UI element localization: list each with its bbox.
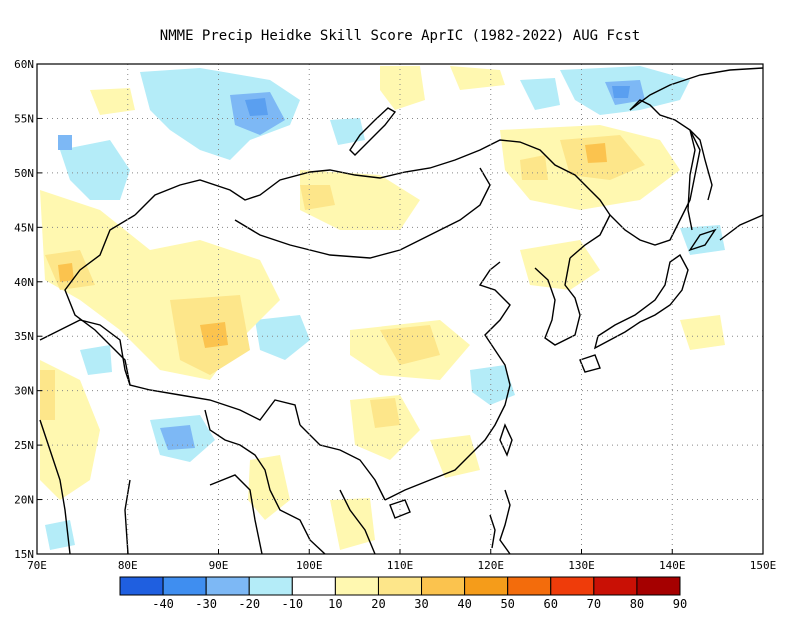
latitude-axis: 60N 55N 50N 45N 40N 35N 30N 25N 20N 15N — [14, 58, 42, 561]
y-tick-label: 25N — [14, 439, 34, 452]
colorbar-swatch — [636, 576, 681, 596]
colorbar-swatch — [550, 576, 595, 596]
x-tick-label: 70E — [27, 559, 47, 572]
coastline — [687, 129, 696, 231]
coastline — [719, 214, 763, 241]
coastline — [499, 489, 511, 554]
coastline — [384, 261, 511, 501]
x-tick-label: 100E — [296, 559, 323, 572]
coastline — [209, 474, 263, 554]
x-tick-label: 130E — [568, 559, 595, 572]
coastline — [124, 479, 131, 554]
coastline — [489, 514, 496, 549]
colorbar-label: 60 — [544, 597, 558, 611]
colorbar-swatch — [593, 576, 638, 596]
chart-title: NMME Precip Heidke Skill Score AprIC (19… — [159, 28, 641, 44]
x-tick-label: 80E — [118, 559, 138, 572]
coastline — [389, 499, 411, 519]
coastline — [579, 354, 601, 373]
colorbar-label: 10 — [328, 597, 342, 611]
x-tick-label: 90E — [209, 559, 229, 572]
colorbar-label: 30 — [414, 597, 428, 611]
coastline — [629, 67, 763, 111]
colorbar-label: 50 — [500, 597, 514, 611]
x-tick-label: 110E — [387, 559, 414, 572]
gridlines — [37, 64, 763, 554]
country-border — [134, 139, 611, 259]
very-strong-negative-skill-areas — [245, 86, 630, 116]
colorbar-swatch — [334, 576, 379, 596]
y-tick-label: 60N — [14, 58, 34, 71]
colorbar-swatch — [205, 576, 250, 596]
y-tick-label: 15N — [14, 548, 34, 561]
y-tick-label: 50N — [14, 167, 34, 180]
country-border — [39, 319, 131, 386]
colorbar-swatch — [162, 576, 207, 596]
colorbar-label: -30 — [195, 597, 217, 611]
colorbar-swatch — [377, 576, 423, 596]
country-border — [64, 214, 301, 426]
colorbar-label: 80 — [630, 597, 644, 611]
colorbar-label: 90 — [673, 597, 687, 611]
country-border — [299, 424, 386, 501]
negative-skill-areas — [45, 66, 725, 550]
colorbar-label: -20 — [238, 597, 260, 611]
coastlines-and-borders — [39, 67, 763, 554]
coastline — [609, 99, 701, 246]
colorbar-label: -10 — [281, 597, 303, 611]
coastline — [689, 129, 713, 201]
y-tick-label: 30N — [14, 385, 34, 398]
country-border — [234, 167, 491, 259]
coastline — [499, 423, 513, 457]
colorbar-swatch — [119, 576, 164, 596]
colorbar-swatch — [464, 576, 509, 596]
coastline — [593, 253, 689, 350]
colorbar-swatch — [507, 576, 552, 596]
y-tick-label: 35N — [14, 330, 34, 343]
colorbar-label: 20 — [371, 597, 385, 611]
colorbar-label: 70 — [587, 597, 601, 611]
longitude-axis: 70E 80E 90E 100E 110E 120E 130E 140E 150E — [27, 549, 776, 572]
colorbar-swatch — [421, 576, 466, 596]
y-tick-label: 40N — [14, 276, 34, 289]
x-tick-label: 140E — [659, 559, 686, 572]
x-tick-label: 150E — [750, 559, 777, 572]
y-tick-label: 45N — [14, 221, 34, 234]
country-border — [204, 409, 326, 554]
colorbar-swatch — [248, 576, 293, 596]
coastline — [534, 257, 581, 346]
coastline — [688, 228, 717, 252]
coastline — [339, 489, 376, 554]
coastline — [39, 419, 71, 554]
colorbar: -40 -30 -20 -10 10 20 30 40 50 60 70 80 90 — [119, 576, 687, 611]
y-tick-label: 20N — [14, 494, 34, 507]
y-tick-label: 55N — [14, 112, 34, 125]
colorbar-label: -40 — [152, 597, 174, 611]
colorbar-label: 40 — [457, 597, 471, 611]
lake-baikal — [349, 107, 397, 156]
high-positive-skill-areas — [58, 143, 607, 348]
colorbar-swatch — [291, 576, 336, 596]
x-tick-label: 120E — [478, 559, 505, 572]
skill-score-shading — [40, 66, 725, 550]
